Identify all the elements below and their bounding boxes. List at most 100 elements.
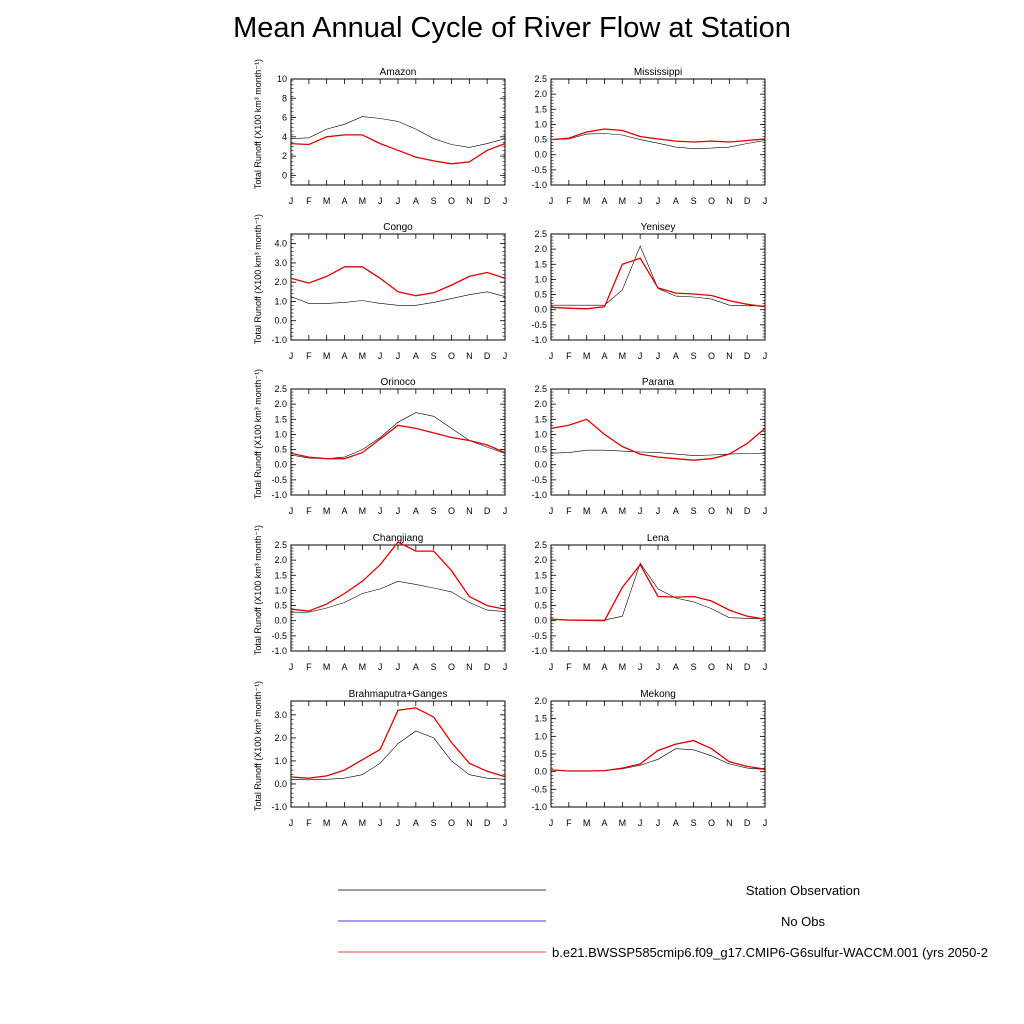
y-tick-label: 1.0 [534,731,547,741]
x-tick-label: D [484,506,491,516]
x-tick-label: J [656,662,661,672]
model-series-line [290,266,506,297]
x-tick-label: J [378,351,383,361]
x-tick-label: F [306,662,312,672]
x-tick-label: F [566,662,572,672]
panel-title: Brahmaputra+Ganges [349,689,448,700]
x-tick-label: J [763,818,768,828]
x-tick-label: M [619,662,627,672]
x-tick-label: N [466,818,473,828]
x-tick-label: A [341,506,347,516]
x-tick-label: S [431,351,437,361]
x-tick-label: M [359,351,367,361]
y-tick-label: 0.0 [274,779,287,789]
x-tick-label: J [396,351,401,361]
x-tick-label: J [549,351,554,361]
model-series-line [290,541,506,612]
y-tick-label: 2.5 [274,540,287,550]
x-tick-label: J [638,351,643,361]
x-tick-label: M [323,506,331,516]
x-tick-label: N [466,662,473,672]
y-tick-label: 2.0 [534,696,547,706]
y-tick-label: 0.0 [274,616,287,626]
x-tick-label: J [378,506,383,516]
x-tick-label: S [691,506,697,516]
x-tick-label: S [431,818,437,828]
x-tick-label: N [466,351,473,361]
x-tick-label: J [503,662,508,672]
y-tick-label: 6 [282,113,287,123]
x-tick-label: J [763,662,768,672]
y-tick-label: 0.5 [534,290,547,300]
y-tick-label: -0.5 [271,475,287,485]
y-tick-label: 1.0 [274,296,287,306]
y-tick-label: 2.0 [274,555,287,565]
x-tick-label: O [448,196,455,206]
x-tick-label: O [448,662,455,672]
model-series-line [550,739,766,772]
x-tick-label: M [583,818,591,828]
x-tick-label: F [306,196,312,206]
y-tick-label: 1.5 [534,714,547,724]
x-tick-label: S [431,506,437,516]
x-tick-label: J [503,351,508,361]
x-tick-label: A [601,196,607,206]
y-axis-label: Total Runoff (X100 km³ month⁻¹) [253,369,263,499]
panel-title: Amazon [380,67,417,78]
x-tick-label: J [549,662,554,672]
x-tick-label: J [656,818,661,828]
y-tick-label: 1.0 [534,274,547,284]
x-tick-label: M [359,196,367,206]
y-tick-label: -1.0 [271,490,287,500]
x-tick-label: O [448,818,455,828]
x-tick-label: N [726,351,733,361]
x-tick-label: N [726,818,733,828]
x-tick-label: J [763,506,768,516]
y-tick-label: 1.5 [534,570,547,580]
y-tick-label: -0.5 [531,320,547,330]
x-tick-label: O [708,196,715,206]
y-tick-label: -1.0 [531,335,547,345]
x-tick-label: A [601,351,607,361]
x-tick-label: J [503,506,508,516]
x-tick-label: J [638,662,643,672]
panel-title: Parana [642,377,675,388]
x-tick-label: A [413,351,419,361]
panel-title: Mississippi [634,67,682,78]
x-tick-label: J [638,818,643,828]
y-tick-label: 1.0 [274,585,287,595]
x-tick-label: S [431,196,437,206]
x-tick-label: D [744,196,751,206]
panel-title: Changjiang [373,533,424,544]
y-tick-label: 1.5 [274,570,287,580]
x-tick-label: A [601,818,607,828]
x-tick-label: S [691,662,697,672]
y-tick-label: 2.0 [274,277,287,287]
y-tick-label: 0.0 [534,616,547,626]
x-tick-label: S [691,351,697,361]
plot-frame [290,78,506,186]
model-series-line [550,563,766,622]
y-tick-label: 8 [282,93,287,103]
y-tick-label: 2.0 [274,399,287,409]
model-series-line [290,707,506,779]
x-tick-label: S [431,662,437,672]
model-series-line [290,424,506,460]
x-tick-label: S [691,196,697,206]
y-axis-label: Total Runoff (X100 km³ month⁻¹) [253,59,263,189]
y-tick-label: 0 [282,170,287,180]
x-tick-label: F [566,506,572,516]
y-tick-label: 1.0 [274,756,287,766]
x-tick-label: D [484,351,491,361]
x-tick-label: J [289,662,294,672]
x-tick-label: J [378,662,383,672]
y-tick-label: 0.5 [534,601,547,611]
x-tick-label: F [306,506,312,516]
